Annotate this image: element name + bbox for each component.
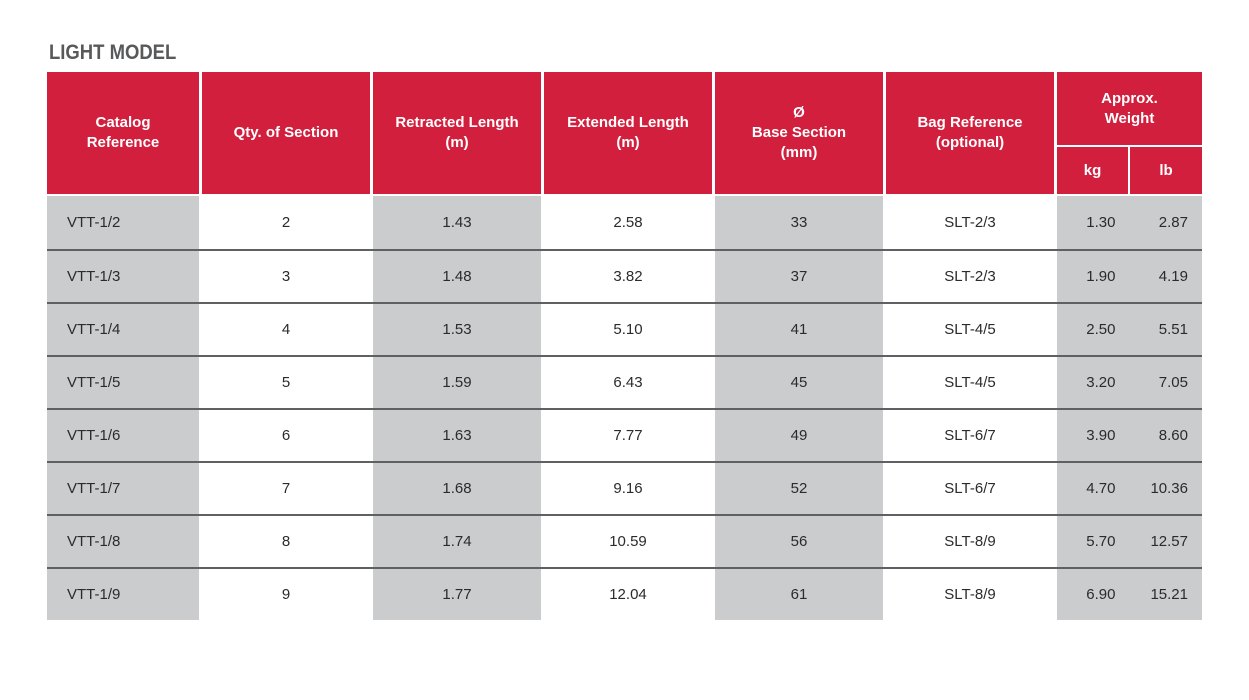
cell-weight: 4.70 10.36 bbox=[1057, 463, 1202, 514]
cell-base-section: 56 bbox=[715, 516, 883, 567]
cell-extended-length: 2.58 bbox=[613, 214, 643, 231]
page-title: LIGHT MODEL bbox=[49, 41, 177, 64]
col-header-approx-weight: Approx. Weight bbox=[1057, 72, 1202, 145]
cell-base-section: 41 bbox=[715, 304, 883, 355]
cell-qty: 9 bbox=[281, 586, 291, 603]
cell-retracted-length: 1.59 bbox=[373, 357, 541, 408]
cell-extended-length: 3.82 bbox=[613, 268, 643, 285]
cell-retracted-length: 1.68 bbox=[373, 463, 541, 514]
cell-weight: 2.50 5.51 bbox=[1057, 304, 1202, 355]
cell-weight-kg: 2.50 bbox=[1086, 321, 1116, 338]
cell-weight-kg: 5.70 bbox=[1086, 533, 1116, 550]
cell-weight-lb: 5.51 bbox=[1158, 321, 1188, 338]
table-header-row: Catalog Reference Qty. of Section Retrac… bbox=[47, 72, 1202, 194]
cell-extended-length: 5.10 bbox=[613, 321, 643, 338]
col-header-extended-length: Extended Length (m) bbox=[544, 72, 712, 194]
cell-weight: 1.90 4.19 bbox=[1057, 251, 1202, 302]
cell-qty: 7 bbox=[281, 480, 291, 497]
col-header-kg: kg bbox=[1057, 147, 1128, 194]
cell-weight-lb: 4.19 bbox=[1158, 268, 1188, 285]
cell-qty: 4 bbox=[281, 321, 291, 338]
cell-base-section: 61 bbox=[715, 569, 883, 620]
cell-catalog: VTT-1/3 bbox=[47, 251, 199, 302]
cell-weight-kg: 1.90 bbox=[1086, 268, 1116, 285]
cell-weight: 3.90 8.60 bbox=[1057, 410, 1202, 461]
cell-extended-length: 7.77 bbox=[613, 427, 643, 444]
cell-bag-reference: SLT-6/7 bbox=[944, 427, 996, 444]
cell-weight-kg: 4.70 bbox=[1086, 480, 1116, 497]
cell-retracted-length: 1.63 bbox=[373, 410, 541, 461]
table-row-vtt-1-7: VTT-1/7 7 1.68 9.16 52 SLT-6/7 4.70 10.3… bbox=[47, 461, 1202, 514]
cell-bag-reference: SLT-8/9 bbox=[944, 586, 996, 603]
col-header-lb: lb bbox=[1130, 147, 1202, 194]
cell-qty: 2 bbox=[281, 214, 291, 231]
cell-qty: 6 bbox=[281, 427, 291, 444]
cell-base-section: 52 bbox=[715, 463, 883, 514]
table-row-vtt-1-6: VTT-1/6 6 1.63 7.77 49 SLT-6/7 3.90 8.60 bbox=[47, 408, 1202, 461]
cell-base-section: 37 bbox=[715, 251, 883, 302]
cell-extended-length: 12.04 bbox=[609, 586, 647, 603]
table-row-vtt-1-8: VTT-1/8 8 1.74 10.59 56 SLT-8/9 5.70 12.… bbox=[47, 514, 1202, 567]
cell-catalog: VTT-1/7 bbox=[47, 463, 199, 514]
table-row-vtt-1-2: VTT-1/2 2 1.43 2.58 33 SLT-2/3 1.30 2.87 bbox=[47, 196, 1202, 249]
cell-base-section: 33 bbox=[715, 196, 883, 249]
cell-weight-lb: 7.05 bbox=[1158, 374, 1188, 391]
table-body: VTT-1/2 2 1.43 2.58 33 SLT-2/3 1.30 2.87… bbox=[47, 196, 1202, 620]
cell-extended-length: 10.59 bbox=[609, 533, 647, 550]
cell-retracted-length: 1.48 bbox=[373, 251, 541, 302]
table-row-vtt-1-5: VTT-1/5 5 1.59 6.43 45 SLT-4/5 3.20 7.05 bbox=[47, 355, 1202, 408]
cell-catalog: VTT-1/2 bbox=[47, 196, 199, 249]
col-header-bag-reference: Bag Reference (optional) bbox=[886, 72, 1054, 194]
cell-bag-reference: SLT-4/5 bbox=[944, 321, 996, 338]
col-header-qty-of-section: Qty. of Section bbox=[202, 72, 370, 194]
cell-bag-reference: SLT-6/7 bbox=[944, 480, 996, 497]
cell-retracted-length: 1.53 bbox=[373, 304, 541, 355]
cell-weight-lb: 10.36 bbox=[1150, 480, 1188, 497]
cell-extended-length: 6.43 bbox=[613, 374, 643, 391]
cell-catalog: VTT-1/4 bbox=[47, 304, 199, 355]
cell-weight: 5.70 12.57 bbox=[1057, 516, 1202, 567]
cell-retracted-length: 1.74 bbox=[373, 516, 541, 567]
cell-weight: 1.30 2.87 bbox=[1057, 196, 1202, 249]
cell-qty: 3 bbox=[281, 268, 291, 285]
cell-base-section: 49 bbox=[715, 410, 883, 461]
cell-bag-reference: SLT-4/5 bbox=[944, 374, 996, 391]
cell-weight: 3.20 7.05 bbox=[1057, 357, 1202, 408]
cell-retracted-length: 1.77 bbox=[373, 569, 541, 620]
cell-weight-lb: 8.60 bbox=[1158, 427, 1188, 444]
cell-weight-kg: 3.90 bbox=[1086, 427, 1116, 444]
cell-catalog: VTT-1/6 bbox=[47, 410, 199, 461]
cell-bag-reference: SLT-2/3 bbox=[944, 268, 996, 285]
table-row-vtt-1-4: VTT-1/4 4 1.53 5.10 41 SLT-4/5 2.50 5.51 bbox=[47, 302, 1202, 355]
col-header-approx-weight-group: Approx. Weight kg lb bbox=[1057, 72, 1202, 194]
col-header-catalog-reference: Catalog Reference bbox=[47, 72, 199, 194]
cell-bag-reference: SLT-2/3 bbox=[944, 214, 996, 231]
col-header-base-section-diameter: Ø Base Section (mm) bbox=[715, 72, 883, 194]
light-model-spec-table: Catalog Reference Qty. of Section Retrac… bbox=[47, 72, 1202, 620]
cell-weight-kg: 6.90 bbox=[1086, 586, 1116, 603]
cell-qty: 5 bbox=[281, 374, 291, 391]
cell-weight-kg: 1.30 bbox=[1086, 214, 1116, 231]
table-row-vtt-1-9: VTT-1/9 9 1.77 12.04 61 SLT-8/9 6.90 15.… bbox=[47, 567, 1202, 620]
cell-weight-lb: 2.87 bbox=[1158, 214, 1188, 231]
cell-qty: 8 bbox=[281, 533, 291, 550]
cell-weight: 6.90 15.21 bbox=[1057, 569, 1202, 620]
cell-base-section: 45 bbox=[715, 357, 883, 408]
table-row-vtt-1-3: VTT-1/3 3 1.48 3.82 37 SLT-2/3 1.90 4.19 bbox=[47, 249, 1202, 302]
cell-extended-length: 9.16 bbox=[613, 480, 643, 497]
cell-weight-kg: 3.20 bbox=[1086, 374, 1116, 391]
col-header-retracted-length: Retracted Length (m) bbox=[373, 72, 541, 194]
cell-catalog: VTT-1/8 bbox=[47, 516, 199, 567]
cell-retracted-length: 1.43 bbox=[373, 196, 541, 249]
cell-catalog: VTT-1/5 bbox=[47, 357, 199, 408]
cell-weight-lb: 15.21 bbox=[1150, 586, 1188, 603]
cell-catalog: VTT-1/9 bbox=[47, 569, 199, 620]
cell-bag-reference: SLT-8/9 bbox=[944, 533, 996, 550]
cell-weight-lb: 12.57 bbox=[1150, 533, 1188, 550]
